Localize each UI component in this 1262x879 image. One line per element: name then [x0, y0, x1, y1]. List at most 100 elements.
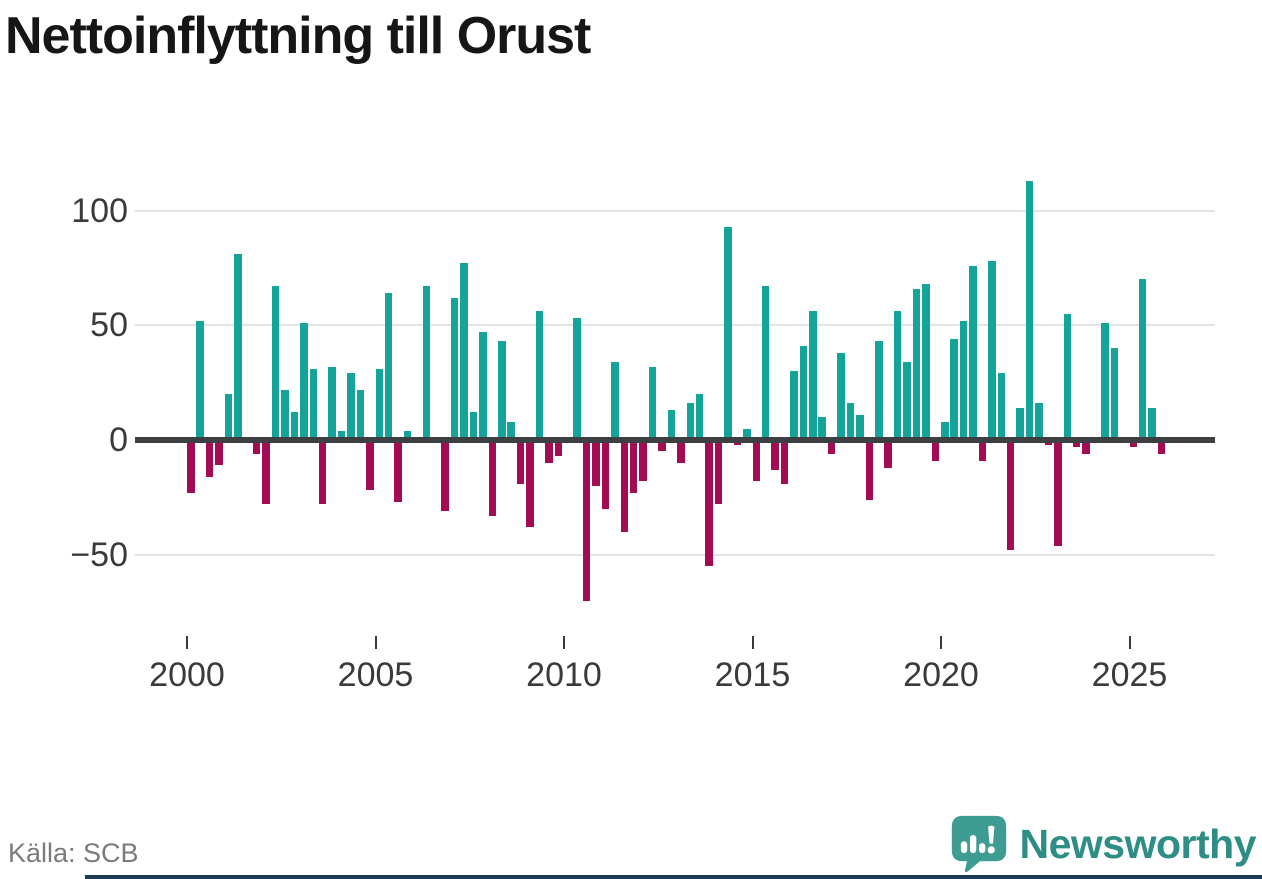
- bar: [356, 389, 365, 440]
- bar: [667, 410, 676, 440]
- bottom-accent-strip: [85, 875, 1262, 879]
- x-axis-label: 2020: [903, 656, 979, 694]
- source-text: Källa: SCB: [8, 838, 139, 868]
- bar: [903, 361, 911, 440]
- bar: [705, 440, 713, 567]
- newsworthy-speech-bubble-icon: [951, 815, 1006, 873]
- y-axis-label: 0: [109, 421, 128, 459]
- bar: [460, 263, 468, 440]
- bar: [290, 412, 299, 440]
- bar: [262, 440, 270, 505]
- bar: [450, 297, 459, 440]
- bar: [780, 440, 789, 484]
- bar: [403, 430, 412, 440]
- bar: [205, 440, 214, 477]
- bar: [611, 361, 619, 440]
- bar: [827, 440, 836, 454]
- bar: [837, 352, 845, 440]
- bar: [1035, 403, 1043, 440]
- x-axis-tick: [1128, 636, 1131, 649]
- bar: [1129, 440, 1137, 447]
- bar: [884, 440, 892, 468]
- bar: [582, 440, 591, 601]
- y-axis-label: 50: [90, 306, 128, 345]
- bar: [724, 226, 732, 440]
- bar: [969, 265, 977, 440]
- bar: [818, 417, 826, 440]
- bar: [648, 366, 657, 440]
- brand-wordmark: Newsworthy: [1019, 820, 1257, 867]
- bar: [1025, 180, 1034, 440]
- bar: [931, 440, 940, 461]
- bar: [809, 311, 817, 440]
- bar: [507, 421, 515, 440]
- bar: [196, 320, 204, 440]
- bar: [695, 394, 704, 440]
- bar: [479, 332, 487, 440]
- bar: [677, 440, 685, 463]
- bar: [639, 440, 647, 482]
- bar: [978, 440, 987, 461]
- bar: [526, 440, 534, 528]
- bar: [488, 440, 497, 516]
- gridline: [135, 209, 1215, 212]
- zero-line: [135, 437, 1215, 443]
- bar: [271, 286, 280, 440]
- x-axis-tick: [751, 636, 754, 649]
- bar: [658, 440, 666, 452]
- y-axis-label: −50: [70, 535, 128, 574]
- bar: [366, 440, 374, 491]
- x-axis-label: 2025: [1091, 656, 1168, 694]
- bar: [743, 428, 751, 440]
- x-axis-tick: [940, 636, 942, 649]
- bar: [347, 373, 355, 440]
- bar: [799, 345, 808, 440]
- bar: [300, 322, 308, 440]
- bar: [950, 339, 958, 440]
- x-axis-tick: [186, 636, 188, 649]
- bar: [592, 440, 600, 486]
- bar: [761, 286, 770, 440]
- bar: [997, 373, 1006, 440]
- bar: [187, 440, 195, 493]
- bar: [922, 283, 930, 440]
- bar: [318, 440, 327, 505]
- bar: [337, 430, 346, 440]
- x-axis-label: 2000: [149, 656, 225, 694]
- bar: [601, 440, 610, 509]
- bar: [865, 440, 874, 500]
- bar: [422, 286, 431, 440]
- bar: [234, 254, 242, 440]
- gridline: [135, 324, 1215, 327]
- bar: [573, 318, 581, 440]
- bar: [620, 440, 629, 532]
- bar: [846, 403, 855, 440]
- bar: [686, 403, 695, 440]
- bar: [498, 341, 506, 440]
- bar: [1054, 440, 1062, 546]
- bar: [1110, 348, 1119, 440]
- bar: [1016, 407, 1024, 440]
- x-axis-label: 2015: [714, 656, 791, 694]
- bar: [790, 371, 798, 440]
- bar: [714, 440, 723, 505]
- x-axis-label: 2005: [337, 656, 414, 694]
- bar: [224, 394, 233, 440]
- x-axis-tick: [374, 636, 377, 649]
- bar: [535, 311, 544, 440]
- bar: [1157, 440, 1166, 454]
- bar: [328, 366, 336, 440]
- y-axis-label: 100: [71, 191, 128, 230]
- bar: [941, 421, 949, 440]
- bar: [912, 288, 921, 440]
- bar: [441, 440, 449, 512]
- bar: [856, 414, 864, 440]
- bar: [959, 320, 968, 440]
- bar: [469, 412, 478, 440]
- newsworthy-logo: Newsworthy: [950, 812, 1257, 876]
- bar: [554, 440, 563, 457]
- bar: [629, 440, 638, 493]
- bar: [545, 440, 553, 463]
